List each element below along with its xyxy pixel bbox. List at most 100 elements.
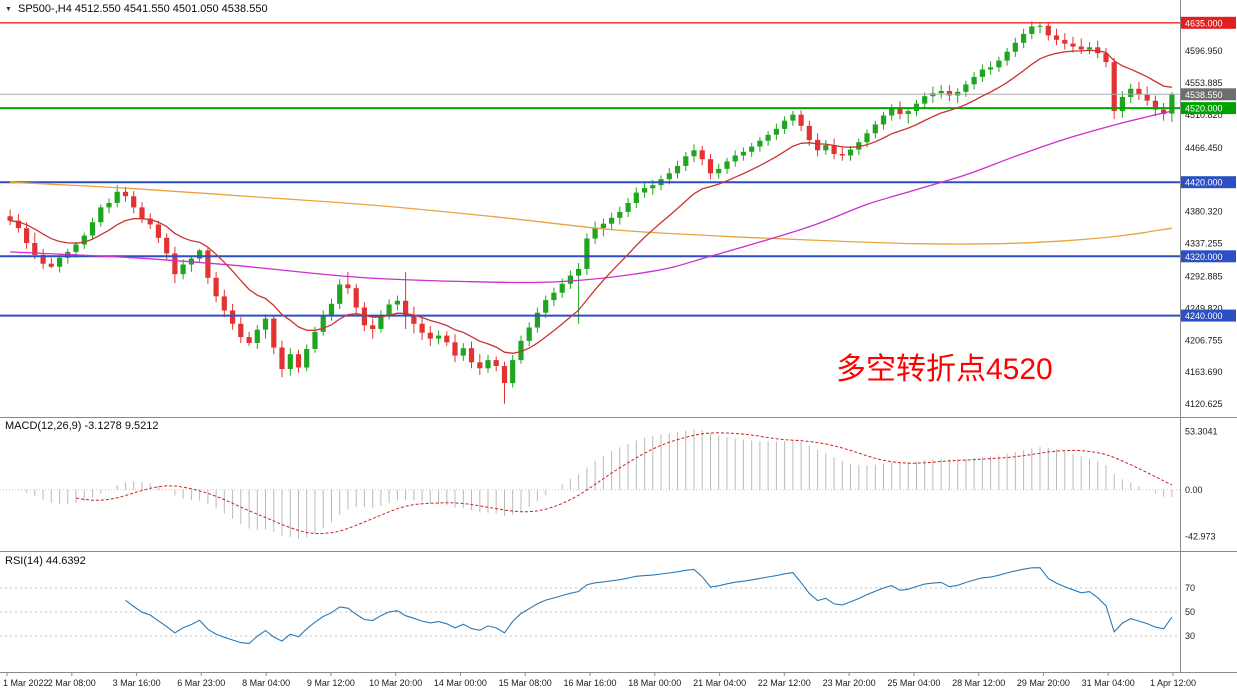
candle-body	[592, 228, 598, 239]
candle-body	[633, 192, 639, 203]
price-axis-label: 4249.820	[1185, 303, 1223, 313]
time-axis-label: 29 Mar 20:00	[1017, 678, 1070, 688]
candle-body	[971, 76, 977, 85]
candle-body	[773, 128, 779, 135]
rsi-axis-label: 30	[1185, 631, 1195, 641]
price-tag-label: 4420.000	[1185, 178, 1223, 188]
candle-body	[765, 134, 771, 141]
time-axis-label: 10 Mar 20:00	[369, 678, 422, 688]
candle-body	[254, 329, 260, 343]
candle-body	[856, 142, 862, 150]
candle-body	[73, 244, 79, 252]
time-axis-label: 22 Mar 12:00	[758, 678, 811, 688]
candle-body	[370, 325, 376, 329]
time-axis-label: 1 Apr 12:00	[1150, 678, 1196, 688]
candle-body	[567, 275, 573, 284]
candle-body	[1086, 47, 1093, 50]
candle-body	[1004, 51, 1010, 61]
price-axis-label: 4337.255	[1185, 239, 1223, 249]
candle-body	[238, 323, 244, 338]
candle-body	[1062, 39, 1068, 44]
candle-body	[584, 238, 590, 269]
candle-body	[106, 203, 112, 208]
candle-body	[847, 149, 854, 156]
candle-body	[57, 257, 63, 267]
candle-body	[864, 133, 870, 143]
candle-body	[880, 115, 887, 125]
candle-body	[411, 315, 417, 324]
candle-body	[1111, 62, 1117, 111]
candle-body	[98, 207, 104, 223]
macd-indicator-label: MACD(12,26,9) -3.1278 9.5212	[5, 420, 159, 432]
candle-body	[139, 207, 145, 219]
macd-name-label: MACD(12,26,9)	[5, 420, 82, 432]
candle-body	[40, 254, 46, 264]
time-axis-label: 23 Mar 20:00	[823, 678, 876, 688]
candle-body	[287, 354, 293, 369]
candle-body	[131, 196, 137, 208]
price-tag	[1181, 309, 1236, 322]
time-axis-label: 8 Mar 04:00	[242, 678, 290, 688]
candle-body	[279, 347, 285, 369]
candle-body	[205, 250, 211, 278]
candle-body	[823, 145, 829, 151]
candle-body	[1078, 46, 1084, 50]
candle-body	[897, 108, 903, 114]
candle-body	[337, 284, 343, 304]
time-axis-label: 9 Mar 12:00	[307, 678, 355, 688]
candle-body	[1045, 25, 1051, 36]
candle-body	[724, 161, 730, 169]
candle-body	[436, 335, 442, 339]
candle-body	[320, 315, 326, 332]
candle-body	[526, 327, 532, 341]
candle-body	[172, 253, 178, 275]
candle-body	[691, 150, 697, 157]
candle-body	[468, 348, 475, 363]
candle-body	[304, 349, 310, 368]
candle-body	[609, 217, 615, 224]
candle-body	[89, 222, 96, 236]
candle-body	[378, 315, 384, 329]
time-axis-label: 18 Mar 00:00	[628, 678, 681, 688]
candle-body	[955, 91, 961, 96]
candle-body	[114, 191, 120, 203]
time-axis-label: 31 Mar 04:00	[1082, 678, 1135, 688]
candle-body	[403, 300, 409, 316]
candle-body	[15, 220, 21, 229]
candle-body	[246, 337, 252, 343]
chart-annotation-text[interactable]: 多空转折点4520	[836, 353, 1053, 386]
candle-body	[81, 235, 87, 245]
candle-body	[831, 145, 837, 154]
candle-body	[452, 342, 458, 356]
candle-body	[749, 146, 755, 152]
candle-body	[988, 67, 994, 70]
candle-body	[510, 360, 516, 384]
time-axis-label: 16 Mar 16:00	[563, 678, 616, 688]
candle-body	[271, 318, 277, 348]
price-tag-label: 4320.000	[1185, 252, 1223, 262]
candle-body	[922, 96, 928, 104]
rsi-name-label: RSI(14)	[5, 555, 43, 567]
rsi-line	[125, 567, 1173, 645]
candle-body	[1136, 88, 1142, 95]
price-axis-label: 4553.885	[1185, 78, 1223, 88]
candle-body	[963, 84, 969, 92]
candle-body	[559, 283, 565, 293]
candle-body	[716, 168, 722, 174]
candle-body	[345, 284, 351, 289]
candle-body	[32, 243, 38, 255]
candle-body	[262, 318, 269, 330]
candle-body	[353, 288, 359, 308]
candle-body	[7, 216, 13, 221]
price-axis-label: 4292.885	[1185, 271, 1223, 281]
time-axis-label: 25 Mar 04:00	[887, 678, 940, 688]
time-axis-label: 15 Mar 08:00	[499, 678, 552, 688]
candle-body	[312, 331, 318, 349]
candle-body	[889, 108, 895, 116]
candle-body	[732, 155, 738, 162]
candle-body	[213, 277, 219, 297]
candle-body	[543, 300, 549, 313]
candle-body	[221, 296, 227, 311]
